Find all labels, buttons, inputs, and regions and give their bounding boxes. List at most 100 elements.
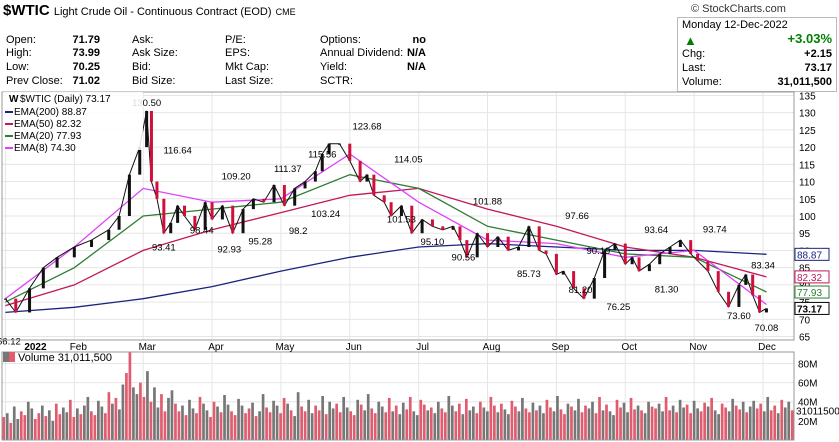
volume-bar (734, 405, 738, 440)
eps-label: EPS: (225, 47, 251, 59)
volume-bar (482, 407, 486, 440)
price-candle (28, 288, 32, 313)
volume-bar (584, 405, 587, 440)
volume-bar (401, 402, 405, 440)
price-tag-label: 82.32 (797, 273, 822, 284)
volume-bar (787, 401, 791, 440)
volume-bar (510, 400, 514, 440)
volume-bar (696, 408, 699, 440)
volume-bar (433, 413, 437, 440)
legend-price-marker: W (9, 94, 19, 105)
volume-bar (685, 404, 689, 440)
yield-label: Yield: (320, 61, 348, 73)
price-annotation: 81.20 (569, 285, 593, 296)
price-candle (138, 147, 142, 175)
price-annotation: 101.88 (473, 197, 502, 208)
volume-bar (479, 401, 482, 440)
y-tick-label: 65 (799, 333, 811, 344)
price-tag-label: 77.93 (797, 288, 822, 299)
volume-bar (629, 397, 633, 440)
price-candle (716, 271, 720, 292)
volume-bar (100, 406, 104, 440)
x-tick-label: Feb (70, 342, 88, 353)
volume-bar (142, 396, 146, 440)
volume-bar (387, 397, 391, 440)
price-annotation: 83.34 (751, 260, 775, 271)
volume-bar (412, 411, 416, 440)
price-candle (554, 253, 558, 275)
x-tick-label: Sep (552, 342, 570, 353)
price-candle (176, 205, 180, 223)
price-candle (647, 264, 651, 272)
volume-bar (258, 411, 261, 440)
x-tick-label: Dec (758, 342, 776, 353)
mkt-cap-label: Mkt Cap: (225, 61, 270, 73)
volume-bar (475, 413, 479, 440)
volume-bar (419, 399, 423, 440)
volume-bar (345, 407, 349, 440)
price-candle (613, 243, 617, 251)
volume-bar (436, 401, 440, 440)
x-tick-label: Aug (483, 342, 501, 353)
volume-bar (296, 392, 300, 440)
volume-bar (216, 406, 219, 440)
volume-bar (657, 403, 661, 440)
volume-bar (517, 411, 521, 440)
volume-bar (240, 405, 244, 440)
legend-ema50: EMA(50) 82.32 (14, 119, 82, 130)
volume-bar (738, 409, 742, 440)
volume-bar (265, 407, 268, 440)
high-value: 73.99 (72, 47, 100, 59)
price-candle (382, 195, 386, 203)
volume-bar (363, 410, 367, 440)
price-candle (149, 110, 153, 182)
volume-bar (202, 403, 205, 440)
volume-bar (282, 397, 286, 440)
price-candle (420, 219, 424, 234)
volume-bar (174, 403, 177, 440)
price-candle (90, 240, 94, 247)
volume-bar (493, 405, 496, 440)
volume-bar (279, 413, 282, 440)
price-tag-label: 88.87 (797, 250, 822, 261)
price-candle (658, 253, 662, 265)
price-candle (399, 205, 403, 216)
volume-bar (703, 402, 706, 440)
right-price-tags: 88.87 82.32 77.93 73.17 (794, 247, 830, 315)
volume-bar (636, 405, 640, 440)
ema20-line (5, 174, 767, 303)
volume-bar (146, 371, 149, 440)
volume-bar (177, 411, 181, 440)
volume-bar (626, 412, 629, 440)
y-tick-label: 115 (799, 160, 815, 171)
volume-bar (321, 396, 325, 440)
y-tick-label: 135 (799, 91, 816, 102)
volume-bar (191, 408, 195, 440)
y-tick-label: 125 (799, 126, 816, 137)
price-candle (272, 185, 276, 203)
exchange: CME (275, 7, 296, 17)
low-value: 70.25 (72, 61, 100, 73)
last-label: Last: (682, 62, 706, 74)
price-annotation: 111.37 (274, 164, 302, 175)
volume-bar (682, 407, 685, 440)
volume-bar (692, 400, 696, 440)
price-candle (241, 209, 245, 234)
price-annotation: 93.41 (152, 243, 176, 254)
volume-bar (573, 410, 577, 440)
volume-bar (377, 401, 381, 440)
price-candle (706, 260, 710, 272)
volume-bar (661, 411, 664, 440)
price-annotation: 123.68 (352, 121, 381, 132)
y-tick-label: 95 (799, 229, 811, 240)
volume-bar (331, 408, 335, 440)
volume-bar (640, 410, 643, 440)
volume-tick-label: 20M (798, 417, 817, 428)
volume-bar (121, 384, 125, 440)
volume-bar (654, 408, 657, 440)
volume-bar (61, 407, 65, 440)
volume-bar (209, 417, 212, 440)
volume-bar (594, 413, 598, 440)
price-annotations: 130.50 116.64 109.20 111.37 115.56 123.68 114.… (0, 98, 778, 348)
